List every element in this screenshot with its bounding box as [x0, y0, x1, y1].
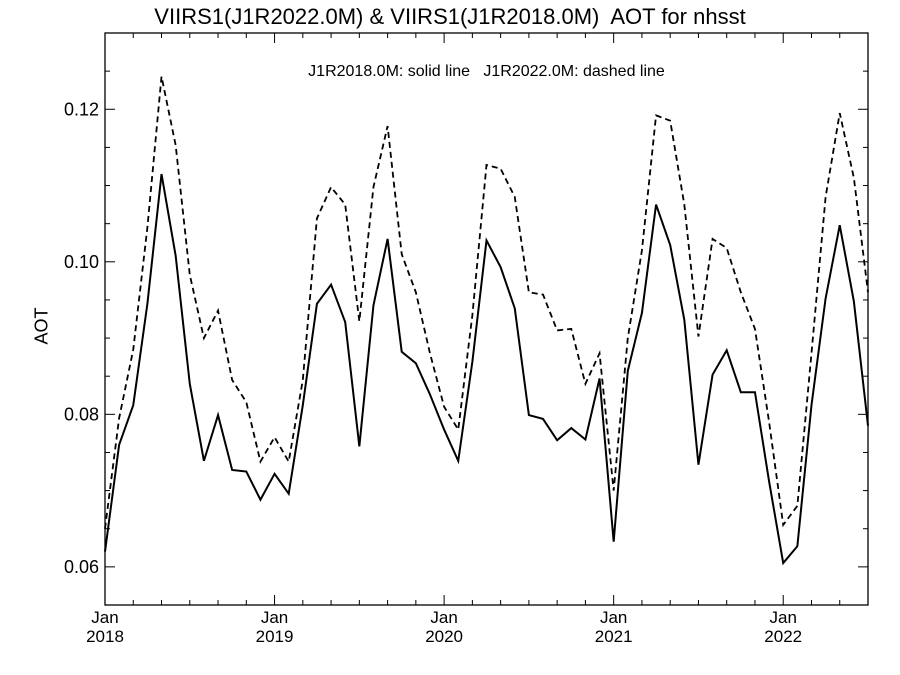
x-tick-month-label: Jan [770, 608, 797, 627]
tick-labels: 0.060.080.100.12Jan2018Jan2019Jan2020Jan… [64, 99, 802, 646]
series-layer [104, 76, 869, 566]
series-line-j1r2022-0m [104, 76, 869, 529]
x-tick-month-label: Jan [261, 608, 288, 627]
y-tick-label: 0.12 [64, 99, 99, 119]
plot-frame [104, 32, 869, 606]
chart-title: VIIRS1(J1R2022.0M) & VIIRS1(J1R2018.0M) … [154, 4, 746, 29]
x-tick-year-label: 2022 [764, 627, 802, 646]
x-tick-year-label: 2018 [86, 627, 124, 646]
y-tick-label: 0.10 [64, 252, 99, 272]
x-tick-year-label: 2021 [595, 627, 633, 646]
line-style-legend: J1R2018.0M: solid line J1R2022.0M: dashe… [308, 63, 665, 80]
y-tick-label: 0.06 [64, 557, 99, 577]
series-line-j1r2018-0m [104, 173, 869, 566]
x-tick-year-label: 2019 [256, 627, 294, 646]
x-tick-year-label: 2020 [425, 627, 463, 646]
axis-ticks [104, 32, 869, 606]
y-tick-label: 0.08 [64, 404, 99, 424]
x-tick-month-label: Jan [91, 608, 118, 627]
x-tick-month-label: Jan [600, 608, 627, 627]
x-tick-month-label: Jan [430, 608, 457, 627]
